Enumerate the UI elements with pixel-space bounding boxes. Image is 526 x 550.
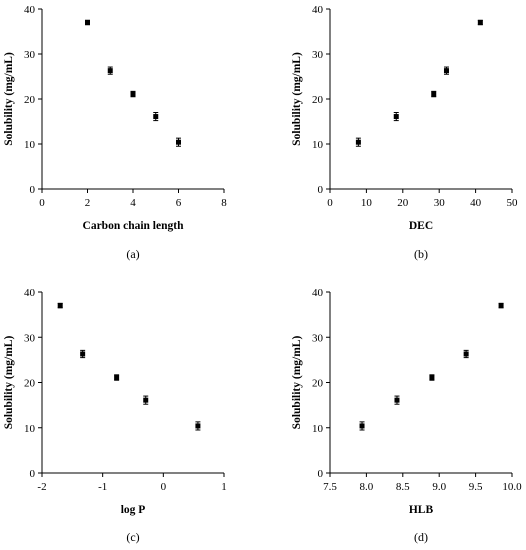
data-marker <box>107 68 113 74</box>
data-point <box>195 421 201 431</box>
x-tick-label: 9.5 <box>469 481 483 493</box>
data-marker <box>443 68 449 74</box>
x-tick-label: -1 <box>98 481 107 493</box>
x-tick-label: 2 <box>85 197 91 209</box>
y-tick-label: 40 <box>24 4 36 16</box>
data-point <box>393 112 399 122</box>
y-tick-label: 20 <box>24 94 36 106</box>
data-point <box>463 349 469 359</box>
data-point <box>355 137 361 147</box>
data-marker <box>153 114 159 120</box>
data-marker <box>130 91 136 97</box>
x-tick-label: 8.5 <box>396 481 410 493</box>
y-tick-label: 0 <box>30 468 36 480</box>
data-point <box>431 90 437 98</box>
panel-caption: (a) <box>126 247 139 261</box>
x-tick-label: 40 <box>470 197 482 209</box>
y-tick-label: 0 <box>30 184 36 196</box>
x-tick-label: 1 <box>221 481 227 493</box>
x-axis-title: log P <box>121 504 146 516</box>
data-marker <box>85 20 90 25</box>
data-point <box>153 112 159 122</box>
panel-c: 0 10 20 30 40 -2 -1 0 1 log P Solubility (mg/mL) (c… <box>3 287 227 544</box>
x-tick-label: 50 <box>507 197 519 209</box>
panel-b: 0 10 20 30 40 0 10 20 30 40 50 DEC Solubility (mg/mL… <box>291 4 518 261</box>
data-marker <box>143 397 149 403</box>
x-tick-label: 4 <box>130 197 136 209</box>
x-tick-label: 0 <box>39 197 45 209</box>
y-tick-label: 20 <box>312 94 324 106</box>
y-tick-label: 40 <box>312 287 324 299</box>
data-marker <box>359 423 365 429</box>
x-tick-label: 30 <box>434 197 446 209</box>
panel-caption: (d) <box>414 530 428 544</box>
data-marker <box>355 139 361 145</box>
x-tick-label: 10 <box>361 197 373 209</box>
data-marker <box>429 375 435 381</box>
y-tick-label: 10 <box>24 423 36 435</box>
data-marker <box>80 351 86 357</box>
data-point <box>359 421 365 431</box>
data-point <box>130 90 136 98</box>
data-point <box>176 137 181 147</box>
x-tick-label: 9.0 <box>432 481 446 493</box>
x-tick-label: 20 <box>397 197 409 209</box>
y-tick-label: 20 <box>24 378 36 390</box>
y-tick-label: 30 <box>24 49 36 61</box>
y-tick-label: 20 <box>312 378 324 390</box>
y-tick-label: 10 <box>24 139 36 151</box>
data-point <box>143 395 149 405</box>
y-axis-title: Solubility (mg/mL) <box>291 52 303 146</box>
x-axis-title: Carbon chain length <box>83 220 185 232</box>
x-tick-label: 10.0 <box>502 481 522 493</box>
y-tick-label: 40 <box>312 4 324 16</box>
y-axis-title: Solubility (mg/mL) <box>3 52 15 146</box>
data-point <box>394 395 400 405</box>
data-point <box>498 302 504 309</box>
y-axis-title: Solubility (mg/mL) <box>291 336 303 430</box>
data-marker <box>498 303 504 309</box>
data-point <box>85 19 90 26</box>
x-axis-title: HLB <box>409 504 434 516</box>
data-point <box>477 19 483 26</box>
y-tick-label: 40 <box>24 287 36 299</box>
data-marker <box>463 351 469 357</box>
panel-caption: (c) <box>126 530 139 544</box>
y-tick-label: 30 <box>24 332 36 344</box>
data-marker <box>477 20 483 25</box>
data-marker <box>114 375 120 381</box>
data-marker <box>57 303 63 309</box>
x-tick-label: 0 <box>327 197 333 209</box>
y-tick-label: 10 <box>312 139 324 151</box>
data-point <box>114 374 120 381</box>
panel-caption: (b) <box>414 247 428 261</box>
x-tick-label: 0 <box>161 481 167 493</box>
data-marker <box>195 423 201 429</box>
x-tick-label: 6 <box>176 197 182 209</box>
panel-a: 0 10 20 30 40 0 2 4 6 8 Carbon chain length Solubil… <box>3 4 227 261</box>
data-marker <box>431 91 437 97</box>
x-tick-label: 8 <box>221 197 227 209</box>
data-point <box>80 349 86 359</box>
y-tick-label: 30 <box>312 49 324 61</box>
y-tick-label: 10 <box>312 423 324 435</box>
data-marker <box>176 139 181 145</box>
y-tick-label: 30 <box>312 332 324 344</box>
x-tick-label: 8.0 <box>360 481 374 493</box>
data-point <box>443 66 449 75</box>
y-tick-label: 0 <box>318 184 324 196</box>
y-axis-title: Solubility (mg/mL) <box>3 336 15 430</box>
data-marker <box>394 397 400 403</box>
x-tick-label: -2 <box>37 481 46 493</box>
data-marker <box>393 114 399 120</box>
y-tick-label: 0 <box>318 468 324 480</box>
data-point <box>57 302 63 309</box>
panel-d: 0 10 20 30 40 7.5 8.0 8.5 9.0 9.5 10.0 HLB Solubilit… <box>291 287 522 544</box>
data-point <box>429 374 435 381</box>
x-tick-label: 7.5 <box>323 481 337 493</box>
x-axis-title: DEC <box>409 220 433 232</box>
data-point <box>107 66 113 75</box>
